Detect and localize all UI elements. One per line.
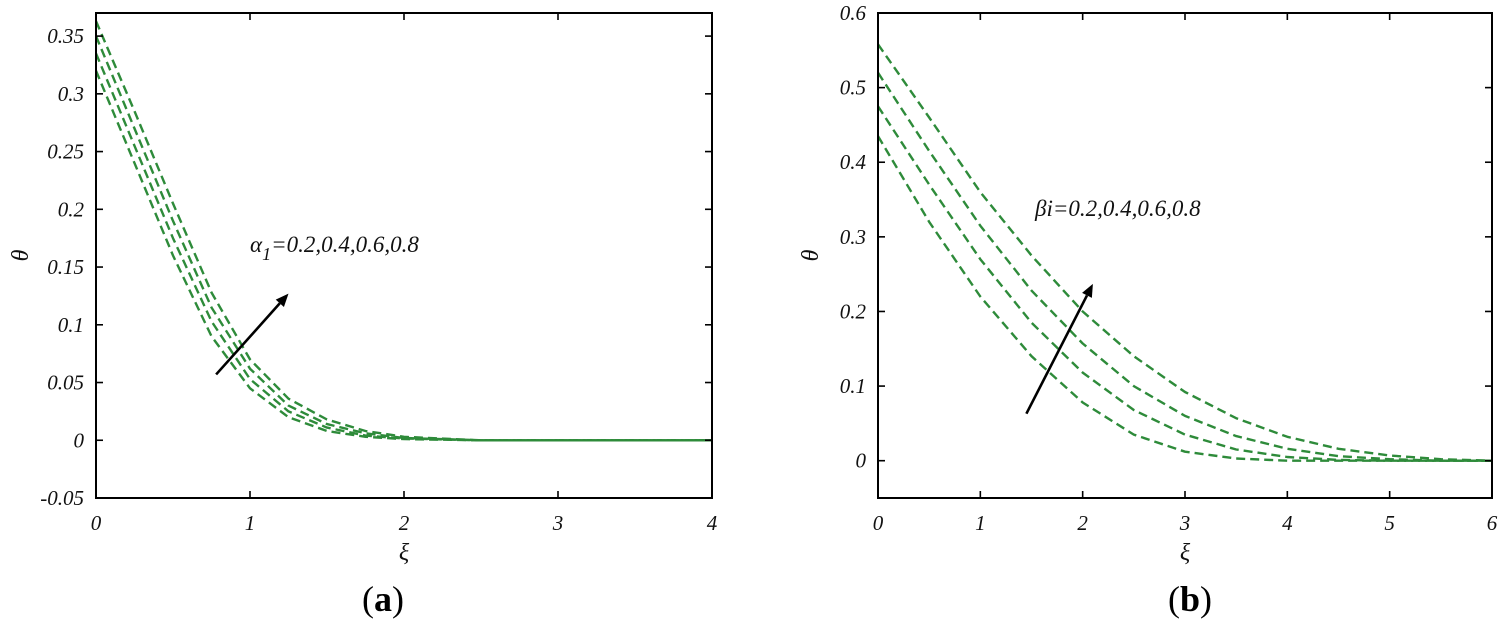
panel-label: (b) (1168, 579, 1212, 619)
y-tick-label: 0 (74, 428, 85, 452)
x-tick-label: 3 (1179, 511, 1191, 535)
series-line-3 (878, 72, 1492, 462)
y-tick-label: 0.35 (47, 24, 84, 48)
plot-frame (877, 12, 1493, 499)
x-tick-label: 0 (873, 511, 884, 535)
y-tick-label: 0.1 (58, 313, 84, 337)
x-tick-label: 4 (1282, 511, 1293, 535)
trend-arrow-head (275, 293, 289, 307)
series-line-2 (96, 52, 712, 442)
x-axis-label: ξ (399, 540, 410, 566)
series-line-4 (878, 43, 1492, 462)
series-group (878, 43, 1492, 462)
x-tick-label: 0 (91, 511, 102, 535)
y-tick-label: 0.2 (840, 299, 867, 323)
x-tick-label: 2 (399, 511, 410, 535)
x-tick-label: 1 (245, 511, 256, 535)
y-tick-label: 0.4 (840, 150, 867, 174)
series-line-4 (96, 20, 712, 442)
y-tick-label: 0.5 (840, 76, 866, 100)
y-tick-label: 0.05 (47, 371, 84, 395)
y-tick-label: -0.05 (40, 486, 84, 510)
trend-arrow-head (1082, 283, 1093, 298)
panel-a: 0 1 2 3 4 -0.05 0 0.05 0.1 0.15 0.2 0.25 0.3 0.35 ξ θ α1… (8, 12, 718, 619)
y-tick-label: 0 (856, 449, 867, 473)
panel-label: (a) (362, 579, 404, 619)
y-tick-label: 0.6 (840, 1, 867, 25)
trend-arrow-shaft (1025, 294, 1089, 415)
y-tick-label: 0.3 (840, 225, 866, 249)
panel-b: 0 1 2 3 4 5 6 0 0.1 0.2 0.3 0.4 0.5 0.6 ξ θ βi=0.2,0.4,0… (798, 1, 1498, 619)
annotation-label: βi=0.2,0.4,0.6,0.8 (1034, 196, 1201, 221)
series-line-2 (878, 105, 1492, 462)
series-line-3 (96, 35, 712, 442)
x-tick-label: 5 (1384, 511, 1395, 535)
y-tick-label: 0.1 (840, 374, 866, 398)
y-tick-label: 0.3 (58, 82, 84, 106)
x-tick-label: 6 (1487, 511, 1498, 535)
annotation-label: α1=0.2,0.4,0.6,0.8 (250, 232, 419, 264)
series-line-1 (878, 135, 1492, 462)
y-tick-label: 0.2 (58, 197, 85, 221)
y-tick-label: 0.25 (47, 140, 84, 164)
x-tick-label: 4 (707, 511, 718, 535)
series-group (96, 20, 712, 442)
y-tick-label: 0.15 (47, 255, 84, 279)
x-tick-label: 1 (975, 511, 986, 535)
x-tick-label: 3 (552, 511, 564, 535)
y-axis-label: θ (8, 249, 34, 261)
x-axis-label: ξ (1180, 540, 1191, 566)
trend-arrow-shaft (215, 302, 281, 376)
y-axis-label: θ (798, 249, 824, 261)
x-tick-label: 2 (1077, 511, 1088, 535)
